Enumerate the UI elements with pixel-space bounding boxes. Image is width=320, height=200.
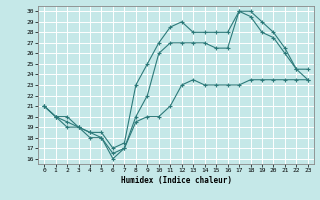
X-axis label: Humidex (Indice chaleur): Humidex (Indice chaleur): [121, 176, 231, 185]
